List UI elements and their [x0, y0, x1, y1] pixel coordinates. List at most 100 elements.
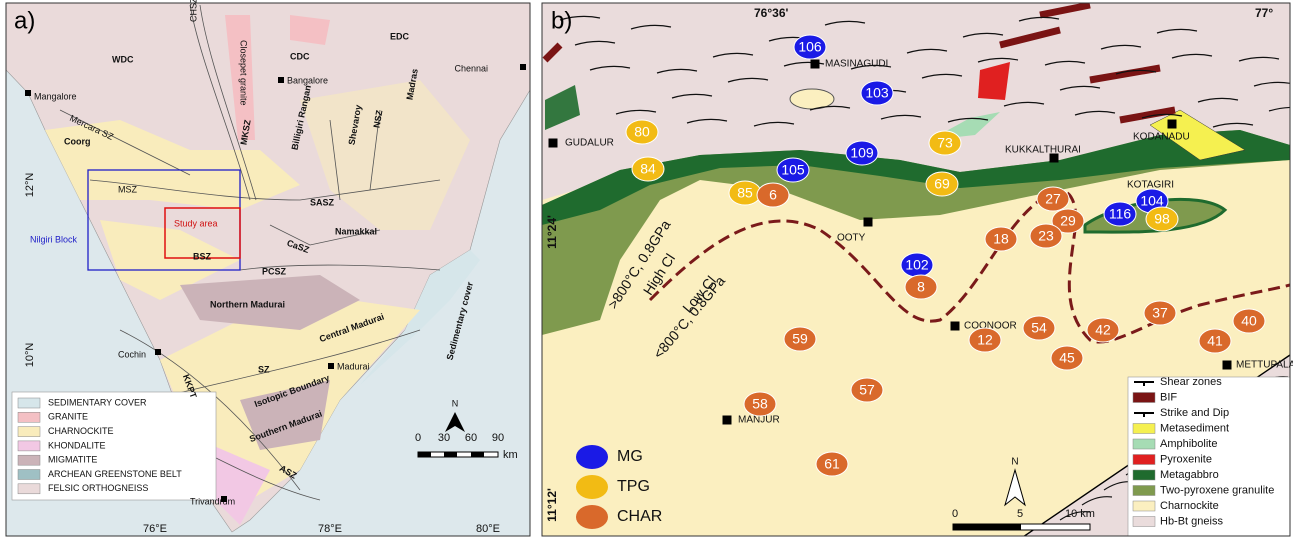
- place-marker: [25, 90, 31, 96]
- sample-label: 29: [1060, 213, 1076, 229]
- legend-swatch: [18, 470, 40, 480]
- place-label: PCSZ: [262, 266, 287, 276]
- legend-marker: [576, 445, 608, 469]
- place-label: Cochin: [118, 349, 146, 359]
- legend-swatch: [1133, 393, 1155, 403]
- scale-unit: km: [503, 449, 518, 461]
- legend-label: MIGMATITE: [48, 455, 97, 465]
- sample-label: 37: [1152, 305, 1168, 321]
- place-label: Coorg: [64, 136, 91, 146]
- place-marker: [723, 416, 732, 425]
- sample-label: 41: [1207, 333, 1223, 349]
- legend-swatch: [1133, 470, 1155, 480]
- place-marker: [811, 60, 820, 69]
- sample-label: 116: [1109, 206, 1132, 222]
- legend-label: Metasediment: [1160, 422, 1229, 434]
- scale-label: 5: [1017, 508, 1023, 520]
- place-marker: [155, 349, 161, 355]
- place-marker: [549, 139, 558, 148]
- sample-label: 103: [865, 85, 889, 101]
- sample-label: 57: [859, 382, 875, 398]
- place-label: Northern Madurai: [210, 299, 285, 309]
- place-label: EDC: [390, 31, 410, 41]
- sample-label: 12: [977, 332, 993, 348]
- lon-label: 76°E: [143, 523, 167, 535]
- sample-label: 40: [1241, 313, 1257, 329]
- place-label: KODANADU: [1133, 132, 1190, 143]
- legend-label: Strike and Dip: [1160, 407, 1229, 419]
- scale-label: 10 km: [1065, 508, 1095, 520]
- legend-label: Shear zones: [1160, 376, 1222, 388]
- scale-label: 30: [438, 432, 450, 444]
- sample-label: 106: [798, 39, 822, 55]
- sample-label: 42: [1095, 322, 1111, 338]
- place-label: MASINAGUDI: [825, 59, 888, 70]
- place-label: Bangalore: [287, 75, 328, 85]
- place-label: GUDALUR: [565, 138, 614, 149]
- page: Geological map {"panel_a":{"label":"a)",…: [0, 0, 1293, 539]
- legend-label: Metagabbro: [1160, 469, 1219, 481]
- place-label: MSZ: [118, 184, 138, 194]
- legend-swatch: [1133, 455, 1155, 465]
- place-label: Study area: [174, 218, 218, 228]
- sample-label: 109: [850, 145, 874, 161]
- north-label: N: [452, 398, 459, 408]
- sample-label: 105: [781, 162, 805, 178]
- sample-label: 45: [1059, 350, 1075, 366]
- body: a) b) WDCCDCEDCChennaiMangaloreBangalore…: [0, 0, 1293, 539]
- place-marker: [864, 218, 873, 227]
- lon-label: 77°: [1255, 6, 1273, 20]
- sample-label: 104: [1140, 193, 1164, 209]
- legend-label: CHARNOCKITE: [48, 426, 114, 436]
- place-label: CHSZ: [188, 0, 198, 22]
- north-label: N: [1011, 457, 1018, 468]
- place-marker: [951, 322, 960, 331]
- sample-label: 84: [640, 161, 656, 177]
- legend-label: CHAR: [617, 508, 662, 525]
- legend-swatch: [18, 427, 40, 437]
- legend-swatch: [18, 398, 40, 408]
- place-marker: [1168, 120, 1177, 129]
- place-marker: [278, 77, 284, 83]
- panel-label: a): [14, 7, 35, 34]
- sample-label: 8: [917, 279, 925, 295]
- legend-label: Two-pyroxene granulite: [1160, 484, 1274, 496]
- legend-swatch: [1133, 501, 1155, 511]
- legend-label: Amphibolite: [1160, 438, 1217, 450]
- place-marker: [221, 496, 227, 502]
- sample-label: 54: [1031, 320, 1047, 336]
- legend-label: ARCHEAN GREENSTONE BELT: [48, 469, 182, 479]
- sample-label: 6: [769, 187, 777, 203]
- legend-label: SEDIMENTARY COVER: [48, 397, 147, 407]
- lon-label: 80°E: [476, 523, 500, 535]
- legend-label: MG: [617, 448, 643, 465]
- place-label: SZ: [258, 364, 270, 374]
- legend-swatch: [1133, 424, 1155, 434]
- sample-label: 98: [1154, 211, 1170, 227]
- sample-label: 73: [937, 135, 953, 151]
- sample-label: 27: [1045, 191, 1061, 207]
- figure: a) b) WDCCDCEDCChennaiMangaloreBangalore…: [0, 0, 1293, 539]
- legend-label: Pyroxenite: [1160, 453, 1212, 465]
- scale-label: 90: [492, 432, 504, 444]
- legend-label: Hb-Bt gneiss: [1160, 515, 1223, 527]
- scale-label: 0: [952, 508, 958, 520]
- sample-label: 69: [934, 176, 950, 192]
- place-label: Chennai: [454, 63, 488, 73]
- scale-label: 60: [465, 432, 477, 444]
- place-marker: [1223, 361, 1232, 370]
- legend-label: TPG: [617, 478, 650, 495]
- place-marker: [328, 363, 334, 369]
- scale-label: 0: [415, 432, 421, 444]
- legend-label: BIF: [1160, 391, 1177, 403]
- sample-label: 59: [792, 331, 808, 347]
- legend-swatch: [18, 412, 40, 422]
- legend-marker: [576, 475, 608, 499]
- legend-swatch: [18, 441, 40, 451]
- place-label: METTUPALAYAM: [1236, 360, 1293, 371]
- lat-label: 11°24': [545, 215, 559, 249]
- legend-label: KHONDALITE: [48, 440, 106, 450]
- sample-label: 61: [824, 456, 840, 472]
- sample-label: 80: [634, 124, 650, 140]
- sample-label: 23: [1038, 228, 1054, 244]
